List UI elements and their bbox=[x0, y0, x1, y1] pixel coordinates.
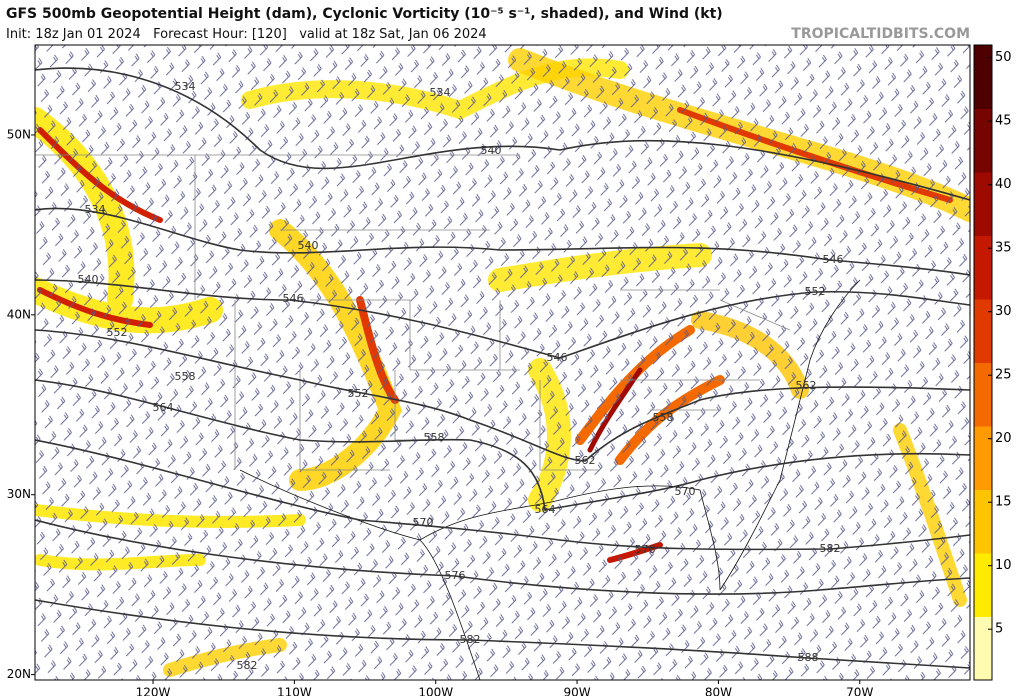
contour-label: 552 bbox=[805, 285, 826, 298]
colorbar-segment bbox=[974, 362, 992, 427]
contour-label: 564 bbox=[153, 401, 174, 414]
x-tick-label: 120W bbox=[136, 686, 171, 697]
contour-labels: 534 534 540 534 540 540 546 546 552 552 … bbox=[78, 80, 844, 672]
contour-label: 534 bbox=[175, 80, 196, 93]
contour-label: 558 bbox=[653, 411, 674, 424]
contour-label: 552 bbox=[348, 387, 369, 400]
contour-label: 564 bbox=[535, 503, 556, 516]
contour-label: 576 bbox=[445, 569, 466, 582]
contour-label: 546 bbox=[823, 253, 844, 266]
contour-label: 540 bbox=[298, 239, 319, 252]
colorbar-segment bbox=[974, 299, 992, 363]
map: 534 534 540 534 540 540 546 546 552 552 … bbox=[35, 45, 970, 680]
colorbar-segment bbox=[974, 108, 992, 173]
contour-label: 558 bbox=[175, 370, 196, 383]
colorbar-tick-label: 35 bbox=[995, 241, 1012, 256]
contour-label: 582 bbox=[460, 633, 481, 646]
colorbar-frame bbox=[973, 44, 993, 681]
x-tick-label: 90W bbox=[563, 686, 590, 697]
title: GFS 500mb Geopotential Height (dam), Cyc… bbox=[6, 6, 723, 22]
contour-label: 540 bbox=[78, 273, 99, 286]
credit: TROPICALTIDBITS.COM bbox=[791, 26, 970, 42]
colorbar-segment bbox=[974, 426, 992, 490]
colorbar-tick-label: 5 bbox=[995, 622, 1003, 637]
colorbar-tick-label: 45 bbox=[995, 114, 1012, 129]
wind-barbs bbox=[35, 45, 970, 680]
contour-label: 588 bbox=[798, 651, 819, 664]
colorbar-tick-label: 50 bbox=[995, 50, 1012, 65]
x-tick-label: 80W bbox=[705, 686, 732, 697]
subtitle: Init: 18z Jan 01 2024 Forecast Hour: [12… bbox=[6, 27, 487, 42]
contour-label: 570 bbox=[675, 485, 696, 498]
contour-label: 546 bbox=[283, 292, 304, 305]
contour-label: 552 bbox=[107, 326, 128, 339]
colorbar-segment bbox=[974, 553, 992, 617]
contour-label: 582 bbox=[820, 542, 841, 555]
colorbar-tick-label: 20 bbox=[995, 431, 1012, 446]
contour-label: 570 bbox=[413, 516, 434, 529]
contour-label: 562 bbox=[796, 379, 817, 392]
map-frame bbox=[34, 44, 971, 681]
contour-label: 534 bbox=[430, 86, 451, 99]
contour-label: 546 bbox=[547, 351, 568, 364]
contour-label: 540 bbox=[481, 144, 502, 157]
y-tick-label: 20N bbox=[7, 667, 31, 681]
x-tick-label: 110W bbox=[277, 686, 312, 697]
colorbar-segment bbox=[974, 616, 992, 681]
contour-label: 576 bbox=[635, 543, 656, 556]
colorbar-tick-label: 15 bbox=[995, 495, 1012, 510]
y-tick-label: 30N bbox=[7, 487, 31, 501]
contour-label: 558 bbox=[424, 431, 445, 444]
colorbar-segment bbox=[974, 235, 992, 300]
x-tick-label: 100W bbox=[418, 686, 453, 697]
y-tick-label: 40N bbox=[7, 307, 31, 321]
colorbar-segment bbox=[974, 489, 992, 554]
contour-label: 534 bbox=[85, 203, 106, 216]
colorbar-tick-label: 30 bbox=[995, 304, 1012, 319]
colorbar: 5 10 15 20 25 30 35 40 45 50 bbox=[973, 44, 1012, 681]
y-tick-label: 50N bbox=[7, 127, 31, 141]
colorbar-segment bbox=[974, 172, 992, 236]
colorbar-tick-label: 10 bbox=[995, 558, 1012, 573]
height-contours bbox=[35, 67, 970, 669]
colorbar-tick-label: 40 bbox=[995, 177, 1012, 192]
colorbar-tick-label: 25 bbox=[995, 368, 1012, 383]
contour-label: 562 bbox=[575, 454, 596, 467]
colorbar-segment bbox=[974, 45, 992, 109]
x-tick-label: 70W bbox=[846, 686, 873, 697]
borders bbox=[35, 154, 861, 680]
contour-label: 582 bbox=[237, 659, 258, 672]
